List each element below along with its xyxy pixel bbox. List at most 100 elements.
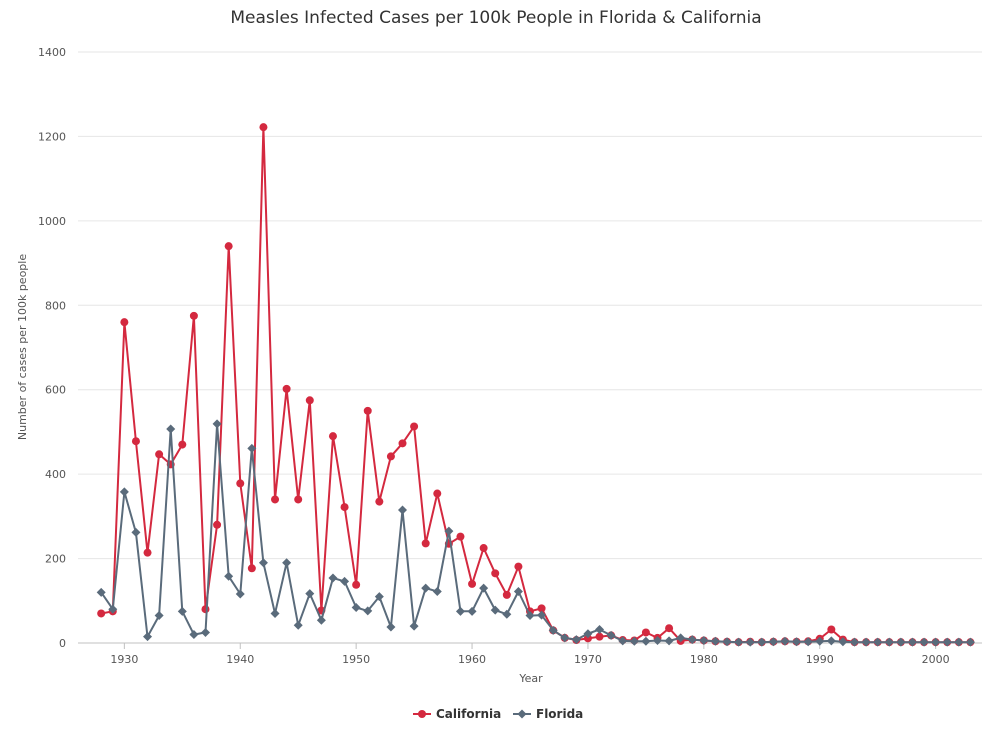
data-point-california[interactable] bbox=[271, 495, 280, 504]
data-point-california[interactable] bbox=[595, 632, 604, 641]
data-point-florida[interactable] bbox=[224, 571, 234, 581]
data-point-florida[interactable] bbox=[780, 636, 790, 646]
data-point-florida[interactable] bbox=[873, 637, 883, 647]
data-point-florida[interactable] bbox=[931, 637, 941, 647]
data-point-california[interactable] bbox=[386, 452, 395, 461]
data-point-california[interactable] bbox=[294, 495, 303, 504]
data-point-florida[interactable] bbox=[409, 621, 419, 631]
data-point-florida[interactable] bbox=[340, 576, 350, 586]
data-point-florida[interactable] bbox=[479, 583, 489, 593]
data-point-california[interactable] bbox=[537, 604, 546, 613]
data-point-florida[interactable] bbox=[467, 606, 477, 616]
data-point-florida[interactable] bbox=[710, 636, 720, 646]
data-point-california[interactable] bbox=[155, 450, 164, 459]
data-point-florida[interactable] bbox=[560, 633, 570, 643]
data-point-florida[interactable] bbox=[398, 505, 408, 515]
data-point-florida[interactable] bbox=[954, 637, 964, 647]
data-point-florida[interactable] bbox=[247, 443, 257, 453]
data-point-california[interactable] bbox=[665, 624, 674, 633]
data-point-florida[interactable] bbox=[386, 622, 396, 632]
data-point-florida[interactable] bbox=[316, 615, 326, 625]
data-point-florida[interactable] bbox=[595, 624, 605, 634]
data-point-florida[interactable] bbox=[734, 637, 744, 647]
data-point-california[interactable] bbox=[247, 564, 256, 573]
data-point-california[interactable] bbox=[514, 562, 523, 571]
data-point-florida[interactable] bbox=[143, 632, 153, 642]
data-point-california[interactable] bbox=[468, 579, 477, 588]
data-point-florida[interactable] bbox=[664, 636, 674, 646]
data-point-florida[interactable] bbox=[919, 637, 929, 647]
data-point-california[interactable] bbox=[282, 384, 291, 393]
data-point-florida[interactable] bbox=[282, 558, 292, 568]
data-point-florida[interactable] bbox=[154, 611, 164, 621]
data-point-california[interactable] bbox=[305, 396, 314, 405]
data-point-california[interactable] bbox=[479, 544, 488, 553]
data-point-california[interactable] bbox=[236, 479, 245, 488]
data-point-california[interactable] bbox=[328, 432, 337, 441]
data-point-florida[interactable] bbox=[699, 635, 709, 645]
legend-item-florida[interactable]: Florida bbox=[513, 707, 583, 721]
data-point-california[interactable] bbox=[120, 318, 129, 327]
data-point-florida[interactable] bbox=[826, 636, 836, 646]
legend-item-california[interactable]: California bbox=[413, 707, 501, 721]
data-point-california[interactable] bbox=[224, 242, 233, 251]
data-point-florida[interactable] bbox=[722, 637, 732, 647]
data-point-california[interactable] bbox=[189, 311, 198, 320]
series-florida[interactable] bbox=[96, 419, 975, 647]
data-point-california[interactable] bbox=[398, 439, 407, 448]
data-point-california[interactable] bbox=[97, 609, 106, 618]
data-point-florida[interactable] bbox=[815, 636, 825, 646]
data-point-california[interactable] bbox=[340, 503, 349, 512]
data-point-florida[interactable] bbox=[513, 586, 523, 596]
data-point-florida[interactable] bbox=[583, 629, 593, 639]
data-point-florida[interactable] bbox=[629, 636, 639, 646]
data-point-florida[interactable] bbox=[96, 587, 106, 597]
data-point-florida[interactable] bbox=[896, 637, 906, 647]
data-point-california[interactable] bbox=[502, 590, 511, 599]
data-point-florida[interactable] bbox=[768, 637, 778, 647]
data-point-california[interactable] bbox=[213, 520, 222, 529]
data-point-california[interactable] bbox=[491, 569, 500, 578]
data-point-florida[interactable] bbox=[212, 419, 222, 429]
data-point-florida[interactable] bbox=[907, 637, 917, 647]
data-point-florida[interactable] bbox=[606, 630, 616, 640]
data-point-florida[interactable] bbox=[374, 592, 384, 602]
data-point-florida[interactable] bbox=[200, 627, 210, 637]
data-point-california[interactable] bbox=[410, 422, 419, 431]
data-point-florida[interactable] bbox=[363, 606, 373, 616]
data-point-florida[interactable] bbox=[455, 606, 465, 616]
data-point-florida[interactable] bbox=[293, 620, 303, 630]
data-point-florida[interactable] bbox=[177, 606, 187, 616]
data-point-florida[interactable] bbox=[850, 637, 860, 647]
data-point-florida[interactable] bbox=[351, 603, 361, 613]
data-point-california[interactable] bbox=[259, 123, 268, 132]
data-point-florida[interactable] bbox=[652, 635, 662, 645]
data-point-florida[interactable] bbox=[421, 583, 431, 593]
data-point-florida[interactable] bbox=[942, 637, 952, 647]
data-point-california[interactable] bbox=[583, 634, 592, 643]
data-point-florida[interactable] bbox=[548, 625, 558, 635]
data-point-florida[interactable] bbox=[965, 637, 975, 647]
data-point-california[interactable] bbox=[131, 437, 140, 446]
data-point-florida[interactable] bbox=[525, 611, 535, 621]
data-point-florida[interactable] bbox=[235, 589, 245, 599]
data-point-california[interactable] bbox=[352, 580, 361, 589]
data-point-california[interactable] bbox=[641, 628, 650, 637]
data-point-florida[interactable] bbox=[502, 609, 512, 619]
data-point-california[interactable] bbox=[201, 605, 210, 614]
data-point-california[interactable] bbox=[456, 532, 465, 541]
data-point-florida[interactable] bbox=[131, 527, 141, 537]
data-point-florida[interactable] bbox=[745, 637, 755, 647]
data-point-florida[interactable] bbox=[490, 605, 500, 615]
data-point-florida[interactable] bbox=[119, 487, 129, 497]
data-point-florida[interactable] bbox=[328, 573, 338, 583]
data-point-florida[interactable] bbox=[687, 635, 697, 645]
data-point-florida[interactable] bbox=[189, 630, 199, 640]
data-point-florida[interactable] bbox=[838, 637, 848, 647]
data-point-florida[interactable] bbox=[432, 586, 442, 596]
data-point-florida[interactable] bbox=[571, 635, 581, 645]
data-point-florida[interactable] bbox=[618, 636, 628, 646]
data-point-florida[interactable] bbox=[537, 610, 547, 620]
data-point-california[interactable] bbox=[433, 489, 442, 498]
data-point-florida[interactable] bbox=[803, 637, 813, 647]
